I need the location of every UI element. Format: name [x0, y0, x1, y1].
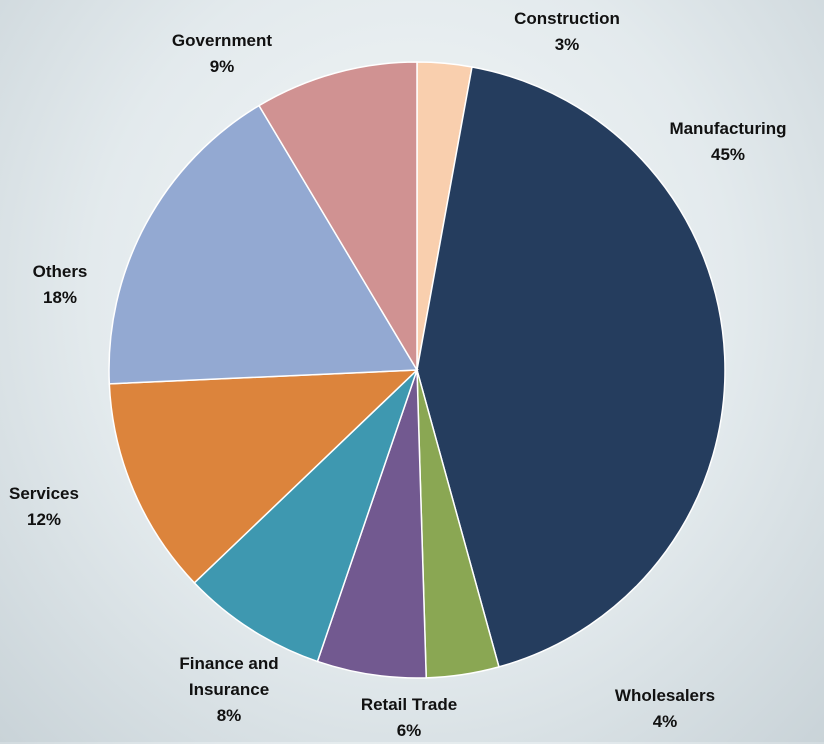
slice-label: Construction 3% — [487, 6, 647, 58]
category-label: Government — [171, 31, 273, 50]
category-label: Finance and Insurance — [179, 654, 279, 699]
category-label: Retail Trade — [360, 695, 458, 714]
value-label: 6% — [396, 721, 422, 740]
slice-label: Retail Trade 6% — [329, 692, 489, 744]
slice-label: Wholesalers 4% — [585, 683, 745, 735]
slice-label: Government 9% — [132, 28, 312, 80]
category-label: Wholesalers — [614, 686, 716, 705]
slice-label: Others 18% — [5, 259, 115, 311]
value-label: 4% — [652, 712, 678, 731]
category-label: Others — [32, 262, 88, 281]
slice-label: Finance and Insurance 8% — [154, 651, 304, 729]
pie-slice — [108, 369, 419, 584]
slice-label: Services 12% — [0, 481, 99, 533]
slice-label: Manufacturing 45% — [638, 116, 818, 168]
value-label: 8% — [216, 706, 242, 725]
category-label: Construction — [514, 9, 620, 28]
value-label: 9% — [209, 57, 235, 76]
value-label: 3% — [554, 35, 580, 54]
category-label: Manufacturing — [669, 119, 787, 138]
pie-slice — [257, 61, 418, 373]
pie-slice — [108, 104, 419, 385]
value-label: 18% — [42, 288, 78, 307]
pie-slice — [193, 369, 418, 663]
pie-slice — [416, 66, 726, 668]
value-label: 45% — [710, 145, 746, 164]
category-label: Services — [9, 484, 79, 503]
value-label: 12% — [26, 510, 62, 529]
